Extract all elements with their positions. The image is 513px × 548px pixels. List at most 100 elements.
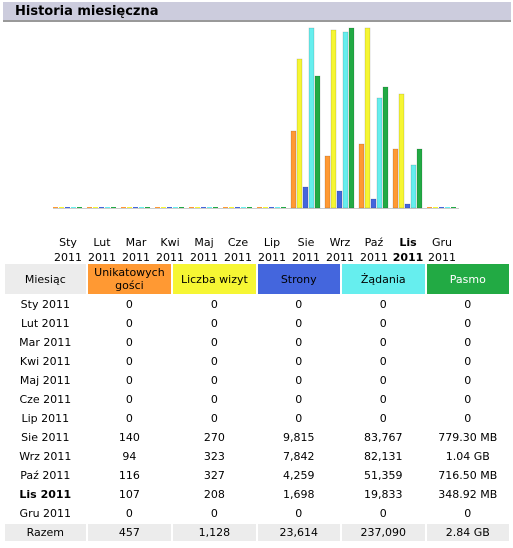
x-tick-month: Kwi [160, 236, 180, 249]
x-tick-label: Sie 2011 [289, 235, 323, 265]
row-unique-visitors: 0 [125, 393, 133, 406]
x-tick-label: Paź 2011 [357, 235, 391, 265]
bar-pages [167, 207, 172, 208]
bar-hits [275, 207, 280, 208]
bar-visitors [155, 207, 160, 208]
row-bandwidth: 0 [464, 336, 472, 349]
row-pages: 7,842 [282, 450, 315, 463]
x-tick-month: Lut [93, 236, 111, 249]
monthly-chart: Sty 2011 Lut 2011 Mar 2011 Kwi 2011 Maj 2011 Cze 20… [0, 22, 513, 264]
row-unique-visitors: 0 [125, 355, 133, 368]
row-bandwidth: 779.30 MB [438, 431, 498, 444]
row-bandwidth: 0 [464, 298, 472, 311]
table-row: Lut 2011 0 0 0 0 0 [5, 315, 509, 332]
bar-pages [336, 190, 343, 209]
x-tick-month: Lis [399, 236, 417, 249]
bar-visitors [427, 207, 432, 208]
row-month: Gru 2011 [19, 507, 72, 520]
x-tick-month: Sie [297, 236, 315, 249]
bar-bandwidth [179, 207, 184, 208]
row-hits: 0 [379, 507, 387, 520]
row-bandwidth: 0 [464, 412, 472, 425]
bar-visits [195, 207, 200, 208]
row-bandwidth: 0 [464, 317, 472, 330]
table-row: Lis 2011 107 208 1,698 19,833 348.92 MB [5, 486, 509, 503]
bar-hits [445, 207, 450, 208]
row-pages: 0 [295, 336, 303, 349]
row-visits: 0 [210, 298, 218, 311]
bar-visitors [358, 143, 365, 209]
table-row: Lip 2011 0 0 0 0 0 [5, 410, 509, 427]
col-header-visits: Liczba wizyt [173, 264, 256, 294]
total-visits: 1,128 [173, 524, 256, 541]
bar-visits [364, 27, 371, 209]
table-row: Mar 2011 0 0 0 0 0 [5, 334, 509, 351]
row-hits: 0 [379, 336, 387, 349]
row-month: Paź 2011 [20, 469, 71, 482]
bar-visitors [121, 207, 126, 208]
row-visits: 323 [203, 450, 225, 463]
table-total-row: Razem 457 1,128 23,614 237,090 2.84 GB [5, 524, 509, 541]
row-hits: 0 [379, 393, 387, 406]
bar-pages [370, 198, 377, 209]
total-unique-visitors: 457 [87, 524, 172, 541]
row-month: Lut 2011 [20, 317, 70, 330]
row-pages: 0 [295, 317, 303, 330]
x-tick-year: 2011 [122, 251, 150, 264]
row-visits: 0 [210, 507, 218, 520]
row-visits: 0 [210, 393, 218, 406]
bar-pages [302, 186, 309, 209]
bar-bandwidth [451, 207, 456, 208]
x-tick-month: Maj [194, 236, 214, 249]
row-hits: 19,833 [364, 488, 403, 501]
bar-hits [410, 164, 417, 209]
x-tick-month: Cze [227, 236, 249, 249]
row-bandwidth: 1.04 GB [445, 450, 490, 463]
x-tick-month: Gru [431, 236, 453, 249]
table-row: Maj 2011 0 0 0 0 0 [5, 372, 509, 389]
row-visits: 327 [203, 469, 225, 482]
x-tick-year: 2011 [88, 251, 116, 264]
table-row: Sty 2011 0 0 0 0 0 [5, 296, 509, 313]
bar-bandwidth [314, 75, 321, 209]
total-label: Razem [5, 524, 86, 541]
row-bandwidth: 0 [464, 393, 472, 406]
row-pages: 0 [295, 393, 303, 406]
row-month: Lis 2011 [19, 488, 72, 501]
x-tick-year: 2011 [392, 251, 424, 264]
table-row: Wrz 2011 94 323 7,842 82,131 1.04 GB [5, 448, 509, 465]
row-visits: 0 [210, 412, 218, 425]
x-tick-year: 2011 [54, 251, 82, 264]
row-hits: 82,131 [364, 450, 403, 463]
bar-pages [269, 207, 274, 208]
bar-pages [439, 207, 444, 208]
row-pages: 1,698 [282, 488, 315, 501]
monthly-bar-chart [53, 27, 459, 209]
bar-visitors [392, 148, 399, 209]
total-pages: 23,614 [257, 524, 340, 541]
bar-pages [65, 207, 70, 208]
x-tick-year: 2011 [258, 251, 286, 264]
x-tick-label: Wrz 2011 [323, 235, 357, 265]
x-tick-year: 2011 [428, 251, 456, 264]
row-month: Maj 2011 [19, 374, 71, 387]
row-pages: 4,259 [282, 469, 315, 482]
bar-hits [207, 207, 212, 208]
x-tick-label: Lut 2011 [85, 235, 119, 265]
x-tick-month: Lip [263, 236, 281, 249]
x-tick-label: Cze 2011 [221, 235, 255, 265]
row-unique-visitors: 0 [125, 412, 133, 425]
row-hits: 0 [379, 355, 387, 368]
bar-pages [99, 207, 104, 208]
bar-visits [296, 58, 303, 209]
total-bandwidth: 2.84 GB [426, 524, 509, 541]
section-title: Historia miesięczna [15, 4, 159, 19]
x-tick-label: Kwi 2011 [153, 235, 187, 265]
row-unique-visitors: 0 [125, 374, 133, 387]
x-tick-year: 2011 [292, 251, 320, 264]
row-hits: 83,767 [364, 431, 403, 444]
row-hits: 51,359 [364, 469, 403, 482]
row-visits: 0 [210, 336, 218, 349]
bar-visits [330, 29, 337, 209]
bar-bandwidth [247, 207, 252, 208]
